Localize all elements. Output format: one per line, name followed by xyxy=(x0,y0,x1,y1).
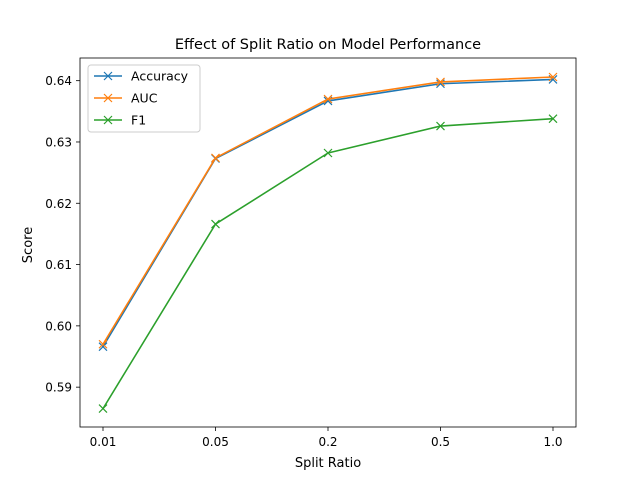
legend-label-accuracy: Accuracy xyxy=(131,69,189,84)
data-point-marker xyxy=(98,404,108,414)
data-point-marker xyxy=(436,121,445,131)
legend-label-f1: F1 xyxy=(131,113,146,128)
x-tick-label: 0.5 xyxy=(431,435,450,449)
data-point-marker xyxy=(323,94,333,104)
data-point-marker xyxy=(436,77,445,87)
legend-label-auc: AUC xyxy=(131,91,158,106)
axes: 0.01 0.05 0.2 0.5 1.0 0.59 0.60 0.61 0.62 0.63 0.6… xyxy=(45,57,577,449)
legend-box xyxy=(87,64,201,133)
data-point-marker xyxy=(211,153,220,163)
x-tick-label: 0.01 xyxy=(90,435,117,449)
data-point-marker xyxy=(98,342,108,352)
legend-marker-accuracy xyxy=(103,71,113,81)
y-tick-label: 0.63 xyxy=(45,135,72,149)
y-axis-label: Score xyxy=(21,227,36,263)
x-axis-label: Split Ratio xyxy=(295,456,361,471)
plot-area xyxy=(98,72,558,414)
data-point-marker xyxy=(548,72,558,82)
y-tick-label: 0.61 xyxy=(45,258,72,272)
legend-marker-f1 xyxy=(103,115,113,125)
data-point-marker xyxy=(323,148,333,158)
legend: Accuracy AUC F1 xyxy=(87,64,201,133)
x-tick-label: 0.05 xyxy=(202,435,229,449)
y-tick-label: 0.62 xyxy=(45,197,72,211)
y-tick-label: 0.64 xyxy=(45,74,72,88)
x-tick-label: 1.0 xyxy=(543,435,562,449)
data-point-marker xyxy=(211,219,220,229)
data-point-marker xyxy=(548,114,558,124)
y-tick-label: 0.59 xyxy=(45,381,72,395)
x-tick-label: 0.2 xyxy=(318,435,337,449)
chart-title: Effect of Split Ratio on Model Performan… xyxy=(175,37,481,53)
y-tick-label: 0.60 xyxy=(45,319,72,333)
data-point-marker xyxy=(98,339,108,349)
legend-marker-auc xyxy=(103,93,113,103)
